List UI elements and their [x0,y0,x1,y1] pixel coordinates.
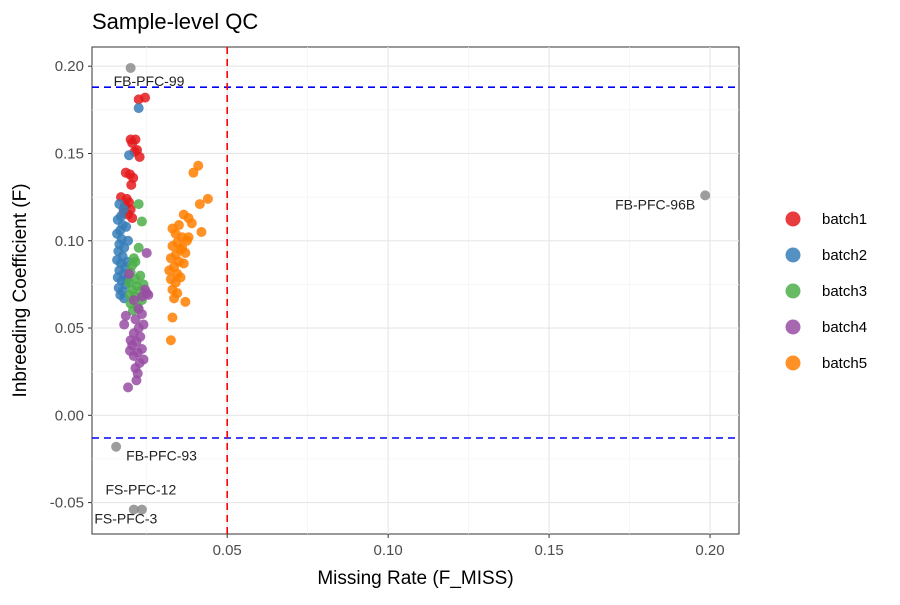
plot-panel [91,46,740,535]
point-batch5 [188,167,199,178]
point-batch4 [124,268,135,279]
y-tick-label: 0.20 [55,58,84,75]
point-batch1 [127,213,138,224]
point-batch5 [202,193,213,204]
legend-label-batch1: batch1 [822,211,867,228]
point-batch2 [124,150,135,161]
point-batch5 [165,253,176,264]
x-axis-ticks: 0.05 0.10 0.15 0.20 [213,534,725,559]
point-batch3 [136,216,147,227]
point-batch4 [136,291,147,302]
point-batch5 [180,296,191,307]
point-batch4 [130,314,141,325]
data-points [111,62,711,515]
point-batch1 [126,179,137,190]
point-batch4 [120,310,131,321]
x-axis-title: Missing Rate (F_MISS) [317,568,513,589]
y-axis-ticks: -0.05 0.00 0.05 0.10 0.15 0.20 [50,58,92,512]
x-tick-label: 0.15 [534,542,563,559]
point-unassigned [136,504,147,515]
point-label: FB-PFC-99 [114,73,185,89]
point-batch4 [125,335,136,346]
chart-title: Sample-level QC [92,9,258,34]
point-batch4 [131,375,142,386]
point-unassigned [125,62,136,73]
point-label: FB-PFC-93 [126,448,197,464]
x-tick-label: 0.20 [695,542,724,559]
y-tick-label: -0.05 [50,495,84,512]
point-label: FB-PFC-96B [615,196,695,212]
point-batch5 [165,335,176,346]
point-batch1 [140,92,151,103]
point-batch5 [186,218,197,229]
y-tick-label: 0.05 [55,320,84,337]
y-tick-label: 0.10 [55,233,84,250]
point-batch4 [141,247,152,258]
legend-label-batch5: batch5 [822,355,867,372]
x-tick-label: 0.05 [213,542,242,559]
point-batch5 [167,312,178,323]
point-batch1 [127,138,138,149]
y-tick-label: 0.00 [55,407,84,424]
point-unassigned [128,504,139,515]
point-batch4 [128,295,139,306]
legend-label-batch2: batch2 [822,247,867,264]
point-batch5 [193,160,204,171]
y-axis-title: Inbreeding Coefficient (F) [10,183,31,397]
point-batch5 [183,232,194,243]
legend-key-batch1 [785,211,801,227]
y-tick-label: 0.15 [55,145,84,162]
point-batch2 [123,235,134,246]
point-label: FS-PFC-3 [94,511,157,527]
point-unassigned [111,441,122,452]
legend-key-batch3 [785,283,801,299]
point-batch5 [196,227,207,238]
point-batch3 [133,199,144,210]
legend-label-batch3: batch3 [822,283,867,300]
point-batch5 [194,199,205,210]
point-label: FS-PFC-12 [105,482,176,498]
legend: batch1 batch2 batch3 batch4 batch5 [785,211,867,372]
point-batch4 [119,319,130,330]
point-batch5 [164,265,175,276]
point-batch4 [124,345,135,356]
point-batch5 [167,240,178,251]
x-tick-label: 0.10 [374,542,403,559]
reference-lines [92,47,739,534]
point-batch2 [133,103,144,114]
point-batch2 [121,221,132,232]
point-batch5 [178,258,189,269]
point-annotations: FB-PFC-99 FB-PFC-96B FB-PFC-93 FS-PFC-12 FS-… [94,73,695,527]
point-unassigned [700,190,711,201]
point-batch4 [123,382,134,393]
point-batch5 [169,293,180,304]
legend-key-batch5 [785,355,801,371]
legend-key-batch2 [785,247,801,263]
legend-key-batch4 [785,319,801,335]
point-batch3 [133,242,144,253]
point-batch5 [177,242,188,253]
legend-label-batch4: batch4 [822,319,867,336]
